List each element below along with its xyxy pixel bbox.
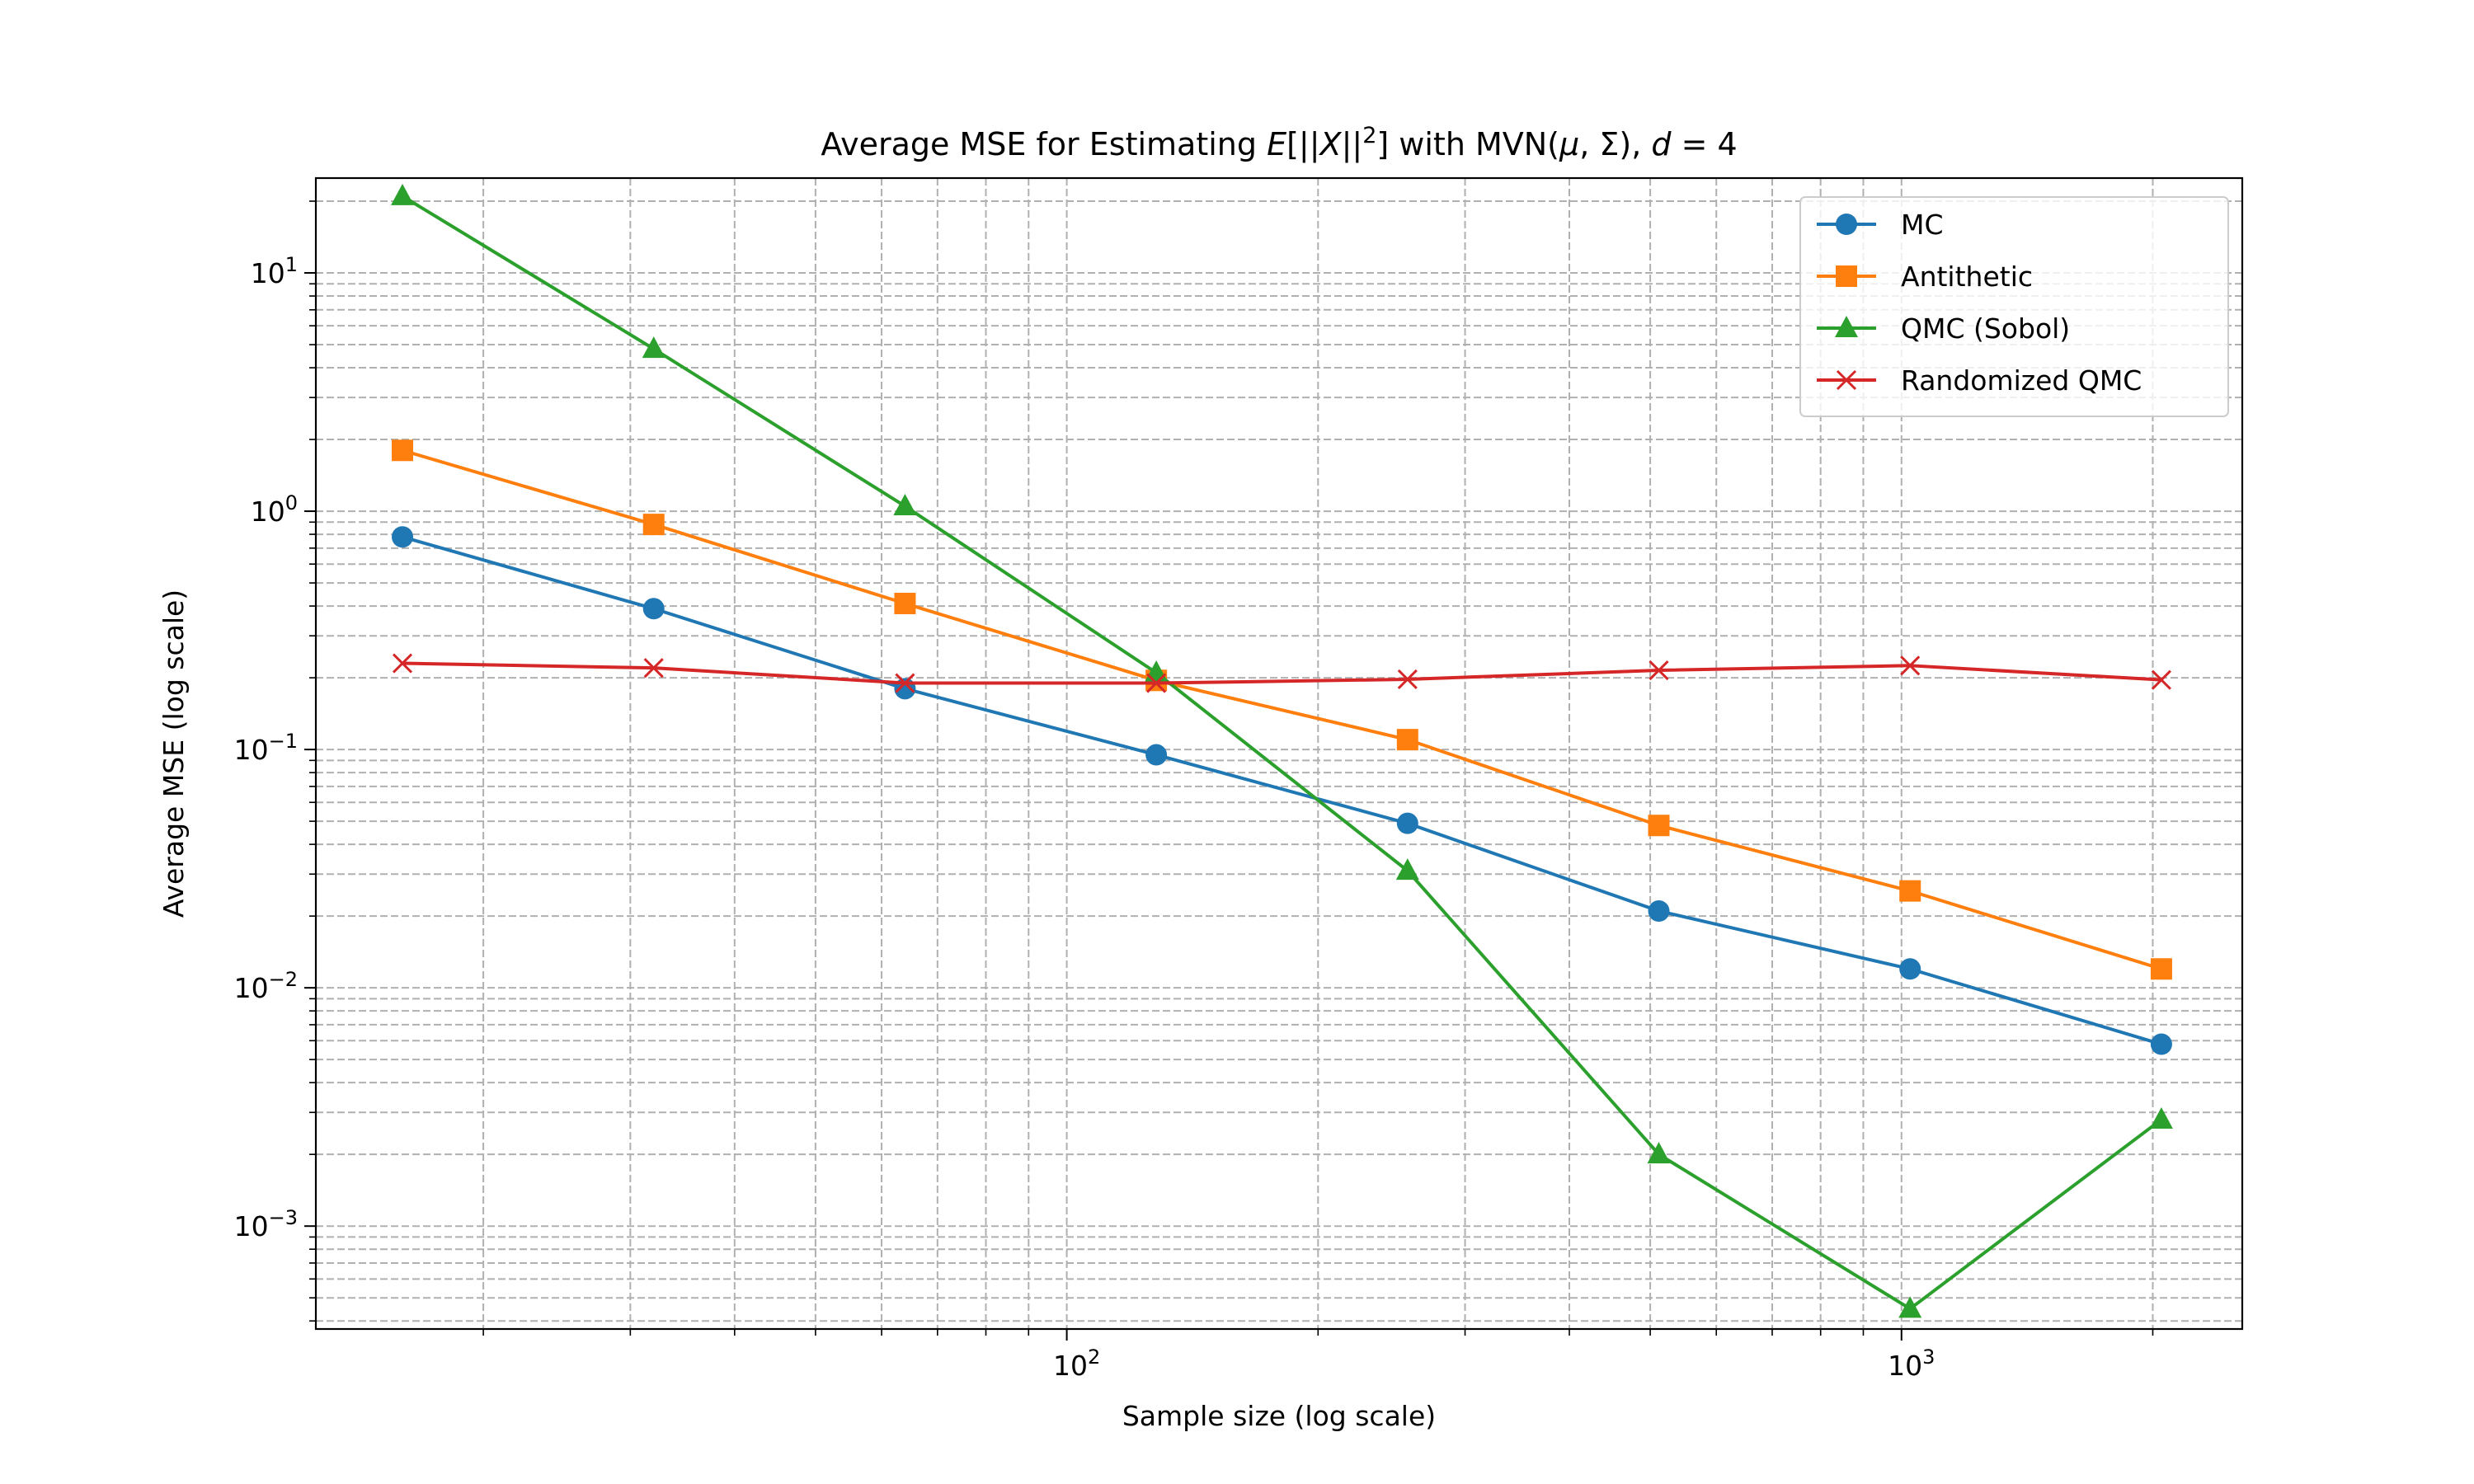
legend-label: Randomized QMC [1901,364,2142,397]
antithetic-point [392,439,414,462]
y-tick-label: 100 [251,491,298,528]
chart-title: Average MSE for Estimating E[||X||2] wit… [821,123,1737,163]
legend-marker [1836,369,1857,391]
mc-point [1145,744,1168,766]
legend-label: MC [1901,209,1944,241]
qmc-sobol-point [1395,858,1419,881]
mc-point [392,526,414,548]
legend-label: QMC (Sobol) [1901,312,2070,345]
randomized-qmc-point [392,653,413,674]
legend-item-antithetic: Antithetic [1817,261,2033,293]
randomized-qmc-point [2151,669,2171,690]
series-randomized-qmc [392,653,2171,693]
qmc-sobol-point [2149,1106,2173,1129]
mc-point [1396,812,1418,834]
mc-point [1899,958,1921,980]
legend-item-randomized-qmc: Randomized QMC [1817,364,2142,397]
y-axis-label: Average MSE (log scale) [158,589,190,918]
plot-frame [314,176,2244,1331]
y-tick-label: 10−1 [234,730,298,766]
qmc-sobol-line [401,195,2163,1311]
antithetic-point [1899,880,1921,902]
axis-ticks: 102 103 101 100 10−1 10−2 10−3 [234,200,2154,1382]
grid [316,178,2242,1329]
qmc-sobol-point [391,183,415,205]
qmc-sobol-point [1898,1296,1922,1318]
randomized-qmc-point [895,673,915,693]
antithetic-point [1648,815,1670,837]
antithetic-point [642,514,665,536]
randomized-qmc-point [643,658,664,679]
qmc-sobol-point [642,336,666,359]
legend-item-qmc-sobol: QMC (Sobol) [1817,312,2070,345]
mc-point [1648,900,1670,923]
mc-line [402,535,2162,1046]
y-tick-label: 101 [251,253,298,289]
legend-marker [1836,265,1857,287]
series-layer [391,183,2173,1318]
x-axis-label: Sample size (log scale) [1122,1400,1436,1432]
x-tick-label: 103 [1888,1345,1935,1382]
randomized-qmc-point [1649,660,1669,681]
legend-marker [1836,214,1857,235]
antithetic-line [402,448,2162,971]
legend-marker [1835,316,1858,337]
legend-box [1799,196,2229,417]
randomized-qmc-line [402,661,2162,685]
randomized-qmc-point [1397,669,1418,690]
mc-point [642,598,665,620]
legend: MC Antithetic QMC (Sobol) Randomized QMC [1799,196,2229,417]
randomized-qmc-point [1900,655,1921,676]
antithetic-point [1396,729,1418,751]
qmc-sobol-point [893,493,917,515]
antithetic-point [894,592,916,614]
antithetic-point [2150,958,2172,980]
mc-point [2150,1033,2172,1055]
legend-item-mc: MC [1817,209,1944,241]
y-tick-label: 10−3 [234,1206,298,1242]
y-tick-label: 10−2 [234,968,298,1004]
legend-label: Antithetic [1901,261,2033,293]
qmc-sobol-point [1647,1142,1671,1164]
x-tick-label: 102 [1053,1345,1100,1382]
series-antithetic [392,439,2172,980]
randomized-qmc-point [1146,673,1167,693]
series-qmc-sobol [391,183,2173,1318]
